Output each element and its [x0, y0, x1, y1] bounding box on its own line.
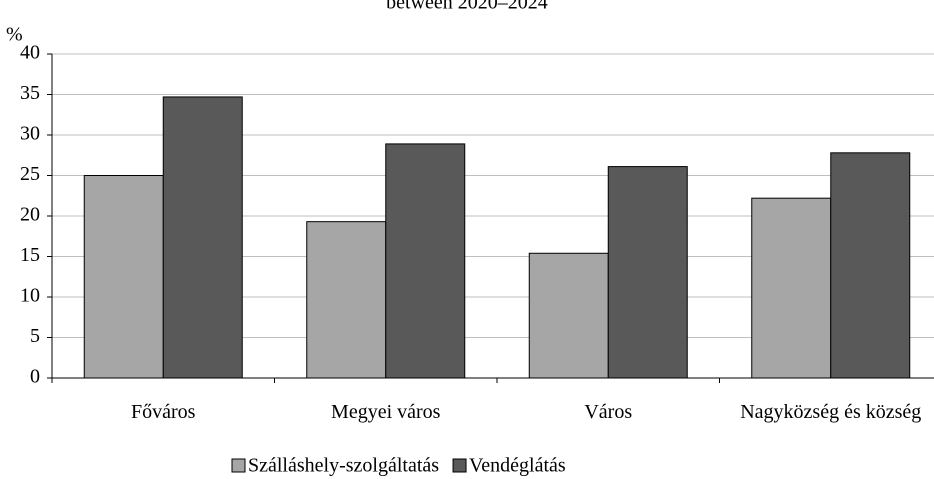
bar	[306, 221, 387, 379]
y-tick-label: 15	[20, 244, 40, 266]
bar	[528, 252, 609, 379]
y-tick-label: 5	[30, 325, 40, 347]
y-tick-label: 0	[30, 366, 40, 388]
bar	[385, 143, 466, 379]
chart-title: between 2020–2024	[386, 0, 548, 14]
legend-swatch	[231, 458, 246, 473]
bar	[607, 166, 688, 379]
y-tick-label: 30	[20, 123, 40, 145]
y-tick-label: 25	[20, 163, 40, 185]
y-tick-label: 10	[20, 285, 40, 307]
legend-swatch	[452, 458, 467, 473]
x-tick-label: Város	[584, 401, 633, 423]
y-tick-label: 40	[20, 42, 40, 64]
bar	[830, 152, 911, 379]
bar	[751, 197, 832, 379]
legend-label: Vendéglátás	[469, 455, 566, 477]
legend-label: Szálláshely-szolgáltatás	[248, 455, 439, 477]
x-tick-label: Főváros	[131, 401, 196, 423]
bar	[162, 96, 243, 379]
x-tick-label: Megyei város	[331, 401, 441, 423]
y-axis-label: %	[6, 24, 23, 46]
bar	[83, 175, 164, 379]
y-tick-label: 35	[20, 82, 40, 104]
x-tick-label: Nagyközség és község	[740, 401, 922, 423]
y-tick-label: 20	[20, 204, 40, 226]
